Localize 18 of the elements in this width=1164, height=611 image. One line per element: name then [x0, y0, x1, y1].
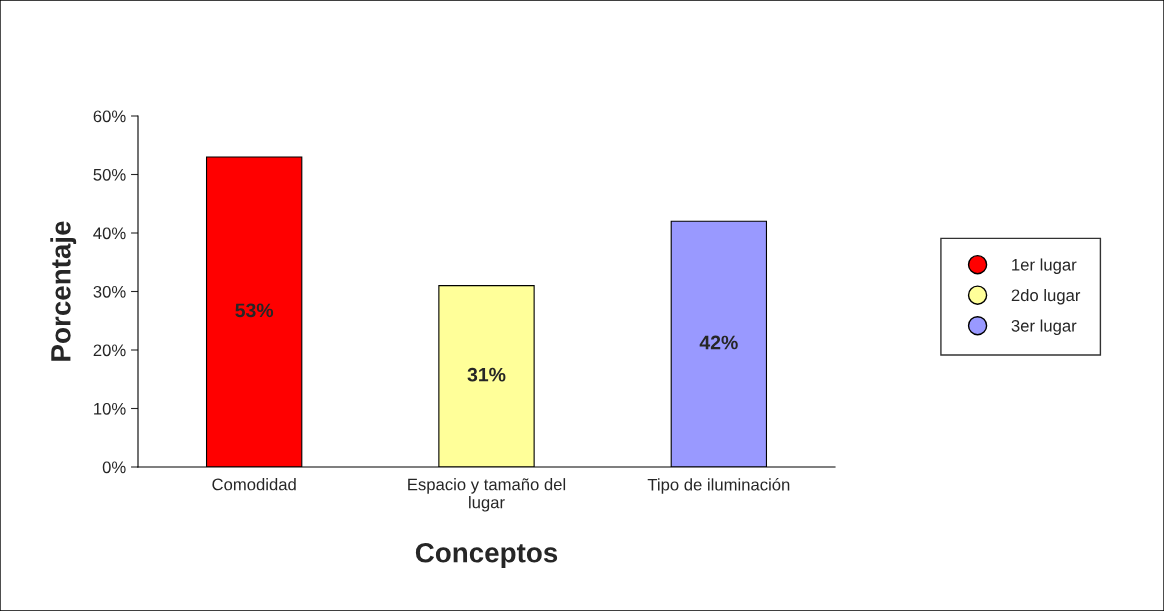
y-tick-label: 10%	[94, 402, 126, 415]
x-tick-label: Espacio y tamaño del lugar	[408, 478, 566, 512]
y-tick-label: 50%	[93, 168, 126, 181]
legend-label: 1er lugar	[1012, 258, 1077, 274]
x-tick-label: Tipo de iluminación	[647, 478, 790, 494]
y-tick-label: 60%	[93, 110, 126, 123]
y-tick-label: 30%	[93, 285, 126, 298]
data-label: 42%	[699, 335, 738, 350]
x-axis-title: Conceptos	[415, 542, 558, 569]
legend-label: 3er lugar	[1011, 319, 1077, 336]
legend-label: 2do lugar	[1011, 288, 1081, 305]
x-tick-label: Comodidad	[212, 478, 296, 491]
y-axis-title: Porcentaje	[50, 221, 77, 361]
y-tick-label: 20%	[93, 344, 126, 357]
data-label: 53%	[235, 303, 274, 318]
data-label: 31%	[467, 367, 506, 382]
y-tick-label: 40%	[93, 227, 126, 240]
y-tick-label: 0%	[102, 461, 126, 474]
